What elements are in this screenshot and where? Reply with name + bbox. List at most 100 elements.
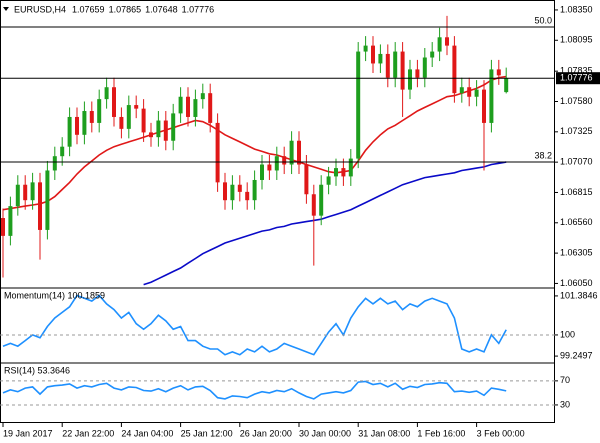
candle-body: [23, 184, 28, 201]
y-tick-label: 1.08350: [560, 4, 593, 14]
header-text: 1.07659: [72, 4, 105, 14]
candle-body: [445, 37, 449, 46]
y-tick-label: 1.06560: [560, 217, 593, 227]
candle-body: [496, 69, 501, 76]
candle-body: [385, 53, 390, 78]
menu-arrow: [3, 7, 9, 11]
candle-body: [215, 122, 220, 183]
candle-body: [408, 69, 412, 90]
candle-body: [163, 120, 168, 141]
candle-body: [489, 69, 494, 123]
y-tick-label: 70: [560, 375, 570, 385]
candle-body: [267, 164, 272, 171]
candle-body: [67, 116, 72, 147]
candle-body: [208, 93, 213, 123]
indicator-line: [2, 380, 507, 400]
x-tick-label: 3 Feb 00:00: [477, 428, 525, 438]
candle-body: [89, 111, 94, 123]
price-label: 1.07776: [560, 73, 593, 83]
y-tick-label: 30: [560, 399, 570, 409]
fib-label: 38.2: [534, 150, 552, 160]
x-tick-label: 22 Jan 22:00: [62, 428, 114, 438]
candle-body: [149, 132, 153, 138]
candle-body: [504, 78, 509, 93]
x-tick-label: 1 Feb 16:00: [417, 428, 465, 438]
candle-body: [45, 170, 50, 230]
candle-body: [200, 93, 205, 100]
candle-body: [260, 164, 264, 180]
y-tick-label: 1.06815: [560, 187, 593, 197]
y-tick-label: 1.07325: [560, 126, 593, 136]
candle-body: [452, 45, 457, 94]
candle-body: [415, 69, 420, 78]
plot-area: [1, 15, 509, 286]
x-tick-label: 24 Jan 04:00: [121, 428, 173, 438]
candle-body: [482, 89, 486, 123]
candle-body: [319, 184, 324, 216]
candle-body: [1, 218, 5, 236]
candle-body: [393, 51, 398, 78]
candle-body: [400, 51, 405, 90]
candle-body: [334, 168, 338, 177]
y-tick-label: 1.07835: [560, 66, 593, 76]
candle-body: [378, 53, 383, 64]
moving-average: [2, 75, 507, 211]
plot-area: [2, 294, 507, 356]
candle-body: [82, 111, 87, 135]
y-tick-label: 101.3846: [560, 290, 598, 300]
indicator-line: [2, 294, 507, 356]
candle-body: [126, 105, 131, 129]
candle-body: [60, 146, 65, 157]
candle-body: [134, 105, 139, 109]
candle-body: [371, 45, 375, 64]
candle-body: [193, 99, 198, 117]
candle-body: [304, 164, 309, 195]
candle-body: [141, 108, 146, 133]
moving-average: [143, 161, 507, 286]
header-text: 1.07865: [109, 4, 142, 14]
candle-body: [230, 184, 235, 201]
y-tick-label: 1.06050: [560, 278, 593, 288]
y-tick-label: 1.06305: [560, 247, 593, 257]
candle-body: [223, 182, 227, 201]
candle-body: [97, 99, 102, 123]
candle-body: [341, 168, 346, 177]
candle-body: [363, 45, 368, 52]
candle-body: [430, 51, 435, 58]
candle-body: [112, 87, 116, 117]
candle-body: [15, 184, 20, 207]
indicator-title: Momentum(14) 100.1859: [4, 290, 105, 300]
candle-body: [422, 57, 427, 78]
candle-body: [52, 156, 57, 171]
candle-body: [237, 184, 242, 192]
header-text: EURUSD,H4: [14, 4, 66, 14]
x-tick-label: 26 Jan 20:00: [240, 428, 292, 438]
candle-body: [186, 96, 190, 117]
y-tick-label: 99.2497: [560, 350, 593, 360]
y-tick-label: 1.07070: [560, 157, 593, 167]
candle-body: [326, 176, 331, 185]
candle-body: [474, 89, 479, 97]
candle-body: [348, 158, 353, 177]
candle-body: [297, 140, 301, 165]
candle-body: [467, 87, 472, 97]
candle-body: [30, 182, 35, 201]
x-tick-label: 31 Jan 08:00: [358, 428, 410, 438]
candle-body: [356, 51, 361, 159]
price-box: [556, 72, 600, 85]
candle-body: [459, 87, 464, 94]
candle-body: [8, 206, 13, 236]
x-tick-label: 25 Jan 12:00: [181, 428, 233, 438]
fib-label: 50.0: [534, 15, 552, 25]
x-tick-label: 30 Jan 00:00: [299, 428, 351, 438]
indicator-title: RSI(14) 53.3646: [4, 365, 70, 375]
plot-area: [2, 380, 507, 400]
candle-body: [282, 156, 287, 165]
candle-body: [104, 87, 109, 100]
frame: [0, 0, 555, 423]
candle-body: [437, 37, 442, 52]
candle-body: [171, 113, 176, 141]
candle-body: [245, 191, 250, 201]
